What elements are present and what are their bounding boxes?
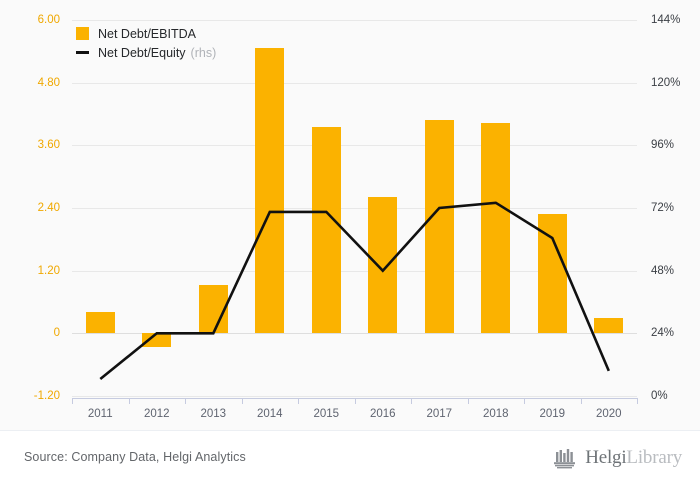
left-axis-tick: 6.00 (37, 14, 60, 26)
right-axis-tick: 144% (651, 14, 681, 26)
source-note: Source: Company Data, Helgi Analytics (24, 450, 246, 464)
x-axis-tickmark (468, 398, 469, 404)
right-axis-tick: 0% (651, 390, 668, 402)
legend-line-icon (76, 51, 89, 54)
x-axis-label-2017: 2017 (426, 408, 453, 420)
left-axis-tick: 4.80 (37, 76, 60, 89)
bar-2011[interactable] (86, 312, 115, 333)
gridline (72, 396, 637, 397)
x-axis-tickmark (355, 398, 356, 404)
x-axis-tickmark (411, 398, 412, 404)
zero-gridline (72, 333, 637, 334)
left-axis-tick: 2.40 (37, 202, 60, 214)
left-axis-tick: -1.20 (33, 390, 60, 402)
bar-2019[interactable] (538, 214, 567, 333)
footer-band (0, 430, 700, 483)
x-axis-label-2014: 2014 (256, 408, 283, 420)
bar-2012[interactable] (142, 333, 171, 347)
right-axis-tick: 24% (651, 327, 675, 340)
x-axis-tickmark (129, 398, 130, 404)
x-axis-tickmark (581, 398, 582, 404)
left-axis-tick: 0 (53, 327, 60, 340)
x-axis-tickmark (637, 398, 638, 404)
brand-name-secondary: Library (626, 447, 682, 468)
brand-logo[interactable]: HelgiLibrary (553, 447, 682, 469)
legend-item-net-debt-ebitda[interactable]: Net Debt/EBITDA (76, 24, 216, 43)
bar-2015[interactable] (312, 127, 341, 333)
gridline (72, 145, 637, 146)
x-axis-label-2012: 2012 (143, 408, 170, 420)
bar-2017[interactable] (425, 120, 454, 333)
legend-item-net-debt-equity[interactable]: Net Debt/Equity (rhs) (76, 43, 216, 62)
legend-sublabel-rhs: (rhs) (190, 45, 217, 60)
legend-label-net-debt-equity: Net Debt/Equity (98, 45, 186, 60)
x-axis-tickmark (242, 398, 243, 404)
x-axis-label-2011: 2011 (87, 408, 113, 420)
bar-2018[interactable] (481, 123, 510, 333)
brand-name-primary: Helgi (585, 447, 627, 468)
right-axis-tick: 72% (651, 202, 675, 214)
gridline (72, 20, 637, 21)
x-axis-label-2019: 2019 (539, 408, 566, 420)
left-axis-tick: 1.20 (37, 264, 60, 277)
bar-2013[interactable] (199, 285, 228, 333)
right-axis-tick: 120% (651, 76, 681, 89)
chart-legend: Net Debt/EBITDA Net Debt/Equity (rhs) (76, 24, 216, 62)
gridline (72, 83, 637, 84)
left-axis-tick: 3.60 (37, 139, 60, 152)
x-axis-baseline (72, 398, 637, 399)
x-axis-label-2013: 2013 (200, 408, 227, 420)
x-axis-label-2016: 2016 (369, 408, 396, 420)
x-axis-tickmark (524, 398, 525, 404)
x-axis-label-2015: 2015 (313, 408, 340, 420)
legend-label-net-debt-ebitda: Net Debt/EBITDA (98, 26, 196, 41)
bar-2016[interactable] (368, 197, 397, 333)
x-axis-tickmark (185, 398, 186, 404)
x-axis-label-2020: 2020 (595, 408, 622, 420)
gridline (72, 208, 637, 209)
plot-area-background (0, 0, 700, 430)
right-axis-tick: 48% (651, 264, 675, 277)
brand-name: HelgiLibrary (585, 447, 682, 469)
legend-swatch-icon (76, 27, 89, 40)
library-building-icon (554, 449, 576, 469)
x-axis-tickmark (298, 398, 299, 404)
gridline (72, 271, 637, 272)
x-axis-tickmark (72, 398, 73, 404)
x-axis-label-2018: 2018 (482, 408, 509, 420)
bar-2014[interactable] (255, 48, 284, 333)
right-axis-tick: 96% (651, 139, 675, 152)
bar-2020[interactable] (594, 318, 623, 333)
